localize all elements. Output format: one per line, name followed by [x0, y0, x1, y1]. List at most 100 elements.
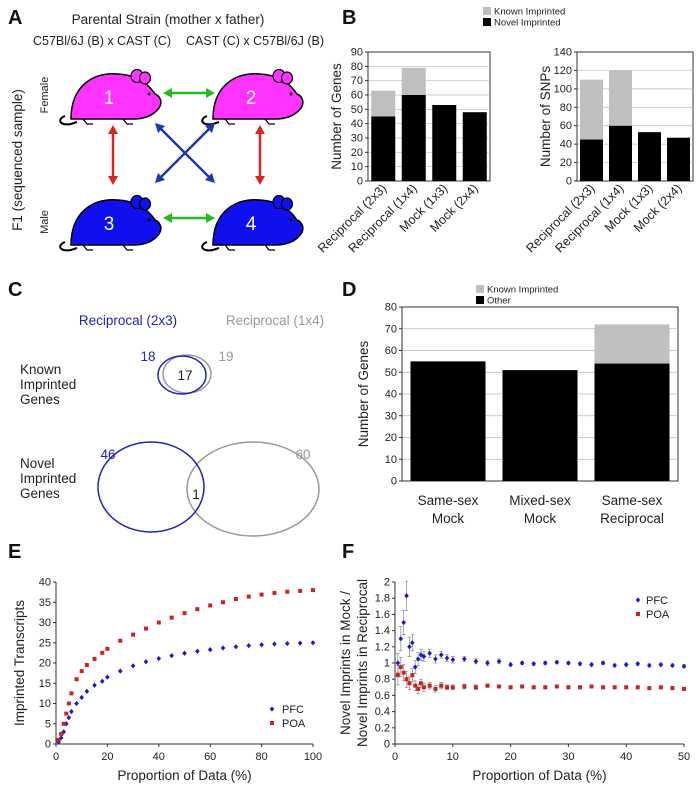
data-point [413, 683, 418, 688]
known-right-count: 19 [218, 349, 233, 364]
data-point [421, 685, 426, 690]
novel-left-circle [97, 441, 205, 533]
data-point [270, 721, 274, 725]
data-point [143, 626, 148, 631]
panel-letter-b: B [342, 7, 356, 29]
data-point [647, 686, 652, 691]
blue-diagonal-arrow-2 [157, 125, 213, 181]
data-point [624, 685, 629, 690]
mouse-body [212, 199, 304, 246]
data-point [395, 673, 400, 678]
known-label-line2: Imprinted [20, 377, 76, 392]
y-tick-label: 60 [351, 90, 363, 102]
y-tick-label: 10 [39, 698, 51, 710]
y-tick-label: 0 [391, 476, 397, 488]
y-tick-label: 70 [385, 323, 397, 335]
data-point [74, 700, 79, 707]
x-tick-label: 20 [504, 751, 516, 763]
panel-letter-e: E [8, 541, 21, 563]
data-point [635, 685, 640, 690]
data-point [401, 670, 406, 675]
data-point [542, 660, 548, 666]
mouse-ear-front [280, 71, 294, 85]
data-point [56, 739, 61, 745]
bar-novel-imprinted [371, 116, 396, 181]
mouse-4: 4 [201, 194, 304, 252]
y-tick-label: 10 [351, 161, 363, 173]
data-point [105, 674, 110, 680]
chart-F: 00.20.40.60.811.21.41.61.820 10 20 30 40 50Pr… [338, 577, 690, 784]
data-point [427, 683, 432, 688]
bar-known-imprinted [594, 324, 670, 364]
data-point [272, 590, 277, 595]
legend-label: Known Imprinted [487, 285, 558, 296]
data-point [118, 638, 123, 643]
y-tick-label: 40 [351, 118, 363, 130]
y-tick-label: 50 [351, 104, 363, 116]
y-tick-label: 120 [554, 65, 572, 77]
data-point [131, 632, 136, 637]
bar-novel-imprinted [667, 137, 690, 181]
data-point [61, 721, 66, 726]
data-point [169, 615, 174, 620]
red-arrowhead-left-up [108, 125, 118, 134]
data-point [407, 681, 412, 686]
category-label: Mock [524, 511, 557, 526]
data-point [577, 685, 582, 690]
y-tick-label: 40 [385, 389, 397, 401]
y-tick-label: 15 [39, 678, 51, 690]
data-point [69, 709, 74, 715]
f1-row-label: F1 (sequenced sample) [10, 89, 25, 231]
data-point [401, 619, 406, 626]
mouse-number: 2 [246, 88, 257, 109]
x-axis-title: Proportion of Data (%) [472, 768, 606, 783]
y-axis-title: Imprinted Transcripts [12, 600, 27, 726]
data-point [259, 642, 264, 648]
data-point [647, 662, 652, 669]
category-label: Same-sex [602, 493, 663, 508]
legend-label: POA [282, 718, 306, 730]
mouse-number: 3 [104, 214, 115, 235]
y-tick-label: 5 [45, 718, 51, 730]
known-label-line3: Genes [20, 392, 60, 407]
mouse-body [70, 199, 162, 246]
data-point [473, 685, 478, 690]
data-point [66, 701, 71, 706]
red-arrowhead-left-down [108, 176, 118, 185]
y-tick-label: 0 [45, 739, 51, 751]
series-pfc [56, 640, 316, 745]
bar-other [502, 370, 578, 481]
data-point [600, 660, 606, 666]
x-tick-label: 50 [678, 751, 690, 763]
y-tick-label: 35 [39, 597, 51, 609]
data-point [310, 640, 316, 646]
data-point [297, 640, 303, 646]
known-overlap-count: 17 [177, 368, 192, 383]
data-point [99, 678, 105, 684]
data-point [601, 685, 606, 690]
y-axis-title: Number of Genes [329, 63, 344, 170]
data-point [433, 686, 438, 691]
mouse-feet [224, 244, 275, 251]
data-point [531, 685, 536, 690]
male-label: Male [39, 210, 51, 234]
blue-arrowhead-1 [155, 123, 165, 133]
data-point [285, 640, 290, 647]
mouse-feet [82, 244, 133, 251]
y-tick-label: 30 [351, 133, 363, 145]
data-point [272, 641, 277, 647]
y-tick-label: 20 [351, 147, 363, 159]
mouse-tail [59, 241, 78, 252]
data-point [404, 593, 409, 599]
data-point [636, 612, 640, 616]
legend-label: PFC [646, 595, 668, 607]
known-left-circle [157, 355, 207, 395]
data-point [156, 655, 162, 662]
mouse-eye [147, 218, 151, 222]
data-point [623, 662, 629, 668]
novel-overlap-count: 1 [192, 487, 200, 502]
y-tick-label: 40 [39, 577, 51, 589]
data-point [445, 685, 450, 690]
data-point [143, 659, 149, 665]
